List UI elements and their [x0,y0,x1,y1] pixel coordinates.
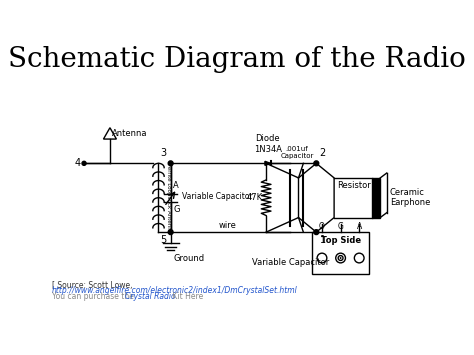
Text: Ground: Ground [173,254,204,263]
Text: G: G [337,222,344,230]
Text: 2: 2 [319,148,326,158]
Text: Variable Capacitor: Variable Capacitor [252,258,329,267]
Text: Variable Capacitor: Variable Capacitor [182,192,253,201]
Text: [ Source: Scott Lowe,: [ Source: Scott Lowe, [52,281,132,290]
Text: G: G [173,205,180,214]
Text: 1: 1 [319,235,326,245]
Circle shape [314,230,319,235]
Text: Antenna: Antenna [112,129,148,138]
Circle shape [82,161,86,165]
Circle shape [339,257,342,259]
Text: Resistor: Resistor [337,181,371,190]
Text: 3: 3 [161,148,166,158]
Text: Kit Here: Kit Here [170,292,203,301]
Text: 47K: 47K [247,193,263,202]
Text: 5: 5 [160,235,166,245]
Text: Diode
1N34A: Diode 1N34A [254,134,282,154]
Text: A: A [173,181,179,190]
Bar [312,232,369,274]
Text: Ferrite Loopstick Antenna: Ferrite Loopstick Antenna [166,163,171,233]
Bar [372,178,380,218]
Circle shape [314,161,319,166]
Text: O: O [319,222,325,230]
Text: Ceramic
Earphone: Ceramic Earphone [390,188,430,207]
Text: A: A [356,222,362,230]
Text: .001uf
Capacitor: .001uf Capacitor [280,146,314,159]
Text: You can purchase the: You can purchase the [52,292,138,301]
Polygon shape [265,161,271,165]
Circle shape [168,230,173,235]
Text: wire: wire [219,221,236,230]
Circle shape [168,161,173,166]
Text: Top Side: Top Side [320,236,361,245]
Text: http://www.angelfire.com/electronic2/index1/DmCrystalSet.html: http://www.angelfire.com/electronic2/ind… [52,286,297,295]
Text: Schematic Diagram of the Radio: Schematic Diagram of the Radio [8,46,466,73]
Text: Crystal Radio: Crystal Radio [125,292,176,301]
Text: 4: 4 [75,158,81,168]
